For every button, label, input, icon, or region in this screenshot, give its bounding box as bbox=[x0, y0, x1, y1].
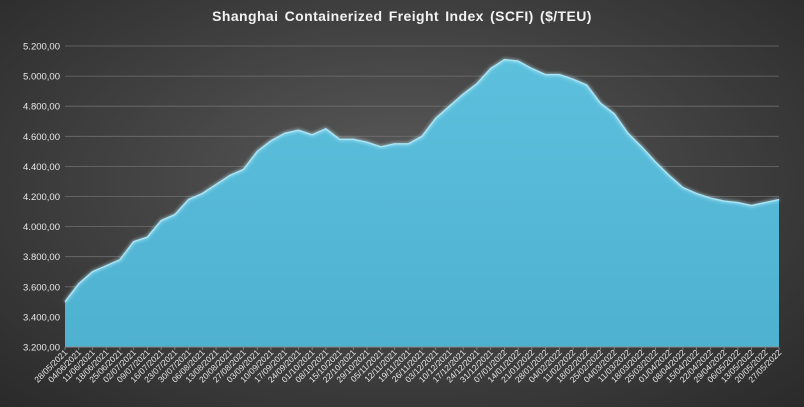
y-tick-label: 3.400,00 bbox=[23, 312, 60, 323]
y-tick-label: 3.800,00 bbox=[23, 252, 60, 263]
y-tick-label: 4.400,00 bbox=[23, 162, 60, 173]
y-tick-label: 4.600,00 bbox=[23, 132, 60, 143]
y-tick-label: 4.200,00 bbox=[23, 192, 60, 203]
y-tick-label: 5.000,00 bbox=[23, 72, 60, 83]
y-tick-label: 5.200,00 bbox=[23, 42, 60, 53]
chart-title: Shanghai Containerized Freight Index (SC… bbox=[212, 8, 592, 24]
y-tick-label: 4.000,00 bbox=[23, 222, 60, 233]
y-tick-label: 3.600,00 bbox=[23, 282, 60, 293]
series-area bbox=[65, 59, 779, 348]
y-tick-label: 3.200,00 bbox=[23, 343, 60, 354]
y-tick-label: 4.800,00 bbox=[23, 102, 60, 113]
series-line bbox=[64, 58, 780, 303]
